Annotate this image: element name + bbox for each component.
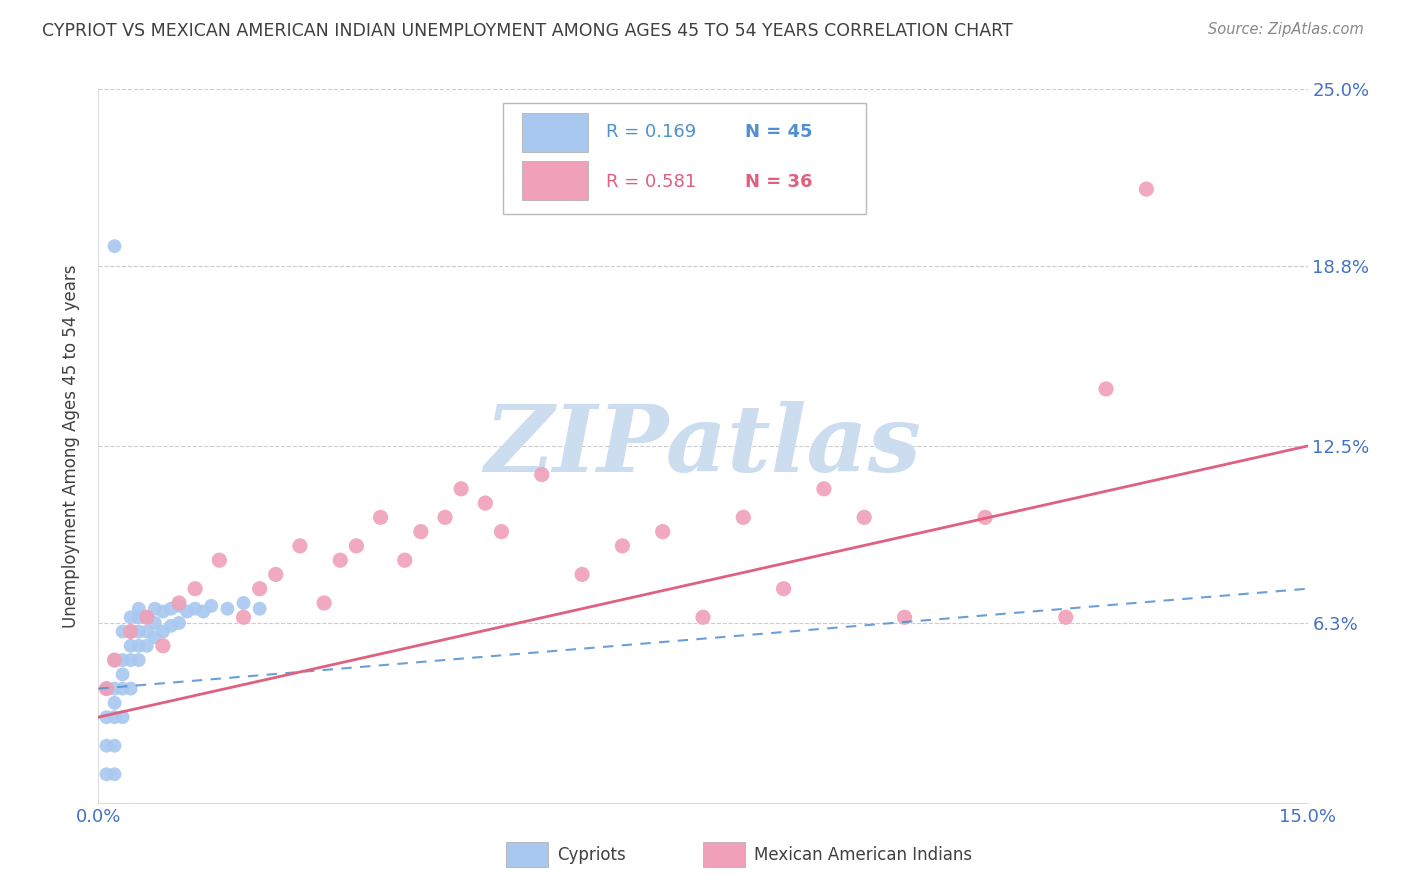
Point — [974, 510, 997, 524]
Text: Mexican American Indians: Mexican American Indians — [754, 846, 972, 863]
FancyBboxPatch shape — [522, 161, 588, 200]
Point — [135, 624, 157, 639]
Point — [120, 610, 142, 624]
Point — [249, 582, 271, 596]
Point — [571, 567, 593, 582]
Point — [434, 510, 457, 524]
Point — [193, 605, 215, 619]
Point — [167, 599, 190, 613]
Point — [329, 553, 352, 567]
Point — [813, 482, 835, 496]
Point — [96, 739, 118, 753]
Point — [120, 624, 142, 639]
Point — [651, 524, 673, 539]
Point — [184, 582, 207, 596]
Point — [96, 710, 118, 724]
Point — [184, 601, 207, 615]
Point — [409, 524, 432, 539]
Text: Cypriots: Cypriots — [557, 846, 626, 863]
Point — [853, 510, 876, 524]
Point — [103, 239, 125, 253]
Point — [103, 653, 125, 667]
Point — [103, 739, 125, 753]
Point — [128, 624, 150, 639]
Point — [491, 524, 513, 539]
Point — [128, 610, 150, 624]
Point — [111, 681, 134, 696]
Point — [288, 539, 311, 553]
Point — [893, 610, 915, 624]
Point — [530, 467, 553, 482]
Point — [143, 615, 166, 630]
Point — [1095, 382, 1118, 396]
Point — [160, 619, 183, 633]
Point — [152, 605, 174, 619]
Point — [217, 601, 239, 615]
Point — [143, 630, 166, 644]
Point — [200, 599, 222, 613]
Text: ZIPatlas: ZIPatlas — [485, 401, 921, 491]
Point — [111, 624, 134, 639]
Point — [370, 510, 392, 524]
Point — [344, 539, 367, 553]
Point — [96, 767, 118, 781]
Point — [111, 653, 134, 667]
Point — [167, 615, 190, 630]
Point — [733, 510, 755, 524]
Point — [232, 596, 254, 610]
Point — [1054, 610, 1077, 624]
Point — [160, 601, 183, 615]
Point — [152, 624, 174, 639]
Point — [152, 639, 174, 653]
FancyBboxPatch shape — [503, 103, 866, 214]
Point — [120, 624, 142, 639]
Point — [232, 610, 254, 624]
Point — [103, 710, 125, 724]
Point — [135, 610, 157, 624]
Point — [120, 639, 142, 653]
Point — [772, 582, 794, 596]
Point — [167, 596, 190, 610]
Point — [314, 596, 336, 610]
Point — [135, 639, 157, 653]
Text: R = 0.581: R = 0.581 — [606, 173, 696, 191]
Point — [264, 567, 287, 582]
Point — [135, 610, 157, 624]
FancyBboxPatch shape — [522, 112, 588, 152]
Point — [103, 653, 125, 667]
Point — [450, 482, 472, 496]
Point — [103, 767, 125, 781]
Point — [249, 601, 271, 615]
Point — [111, 667, 134, 681]
Text: N = 36: N = 36 — [745, 173, 813, 191]
Point — [208, 553, 231, 567]
Point — [612, 539, 634, 553]
Point — [103, 696, 125, 710]
Point — [96, 681, 118, 696]
Point — [96, 681, 118, 696]
Y-axis label: Unemployment Among Ages 45 to 54 years: Unemployment Among Ages 45 to 54 years — [62, 264, 80, 628]
Text: CYPRIOT VS MEXICAN AMERICAN INDIAN UNEMPLOYMENT AMONG AGES 45 TO 54 YEARS CORREL: CYPRIOT VS MEXICAN AMERICAN INDIAN UNEMP… — [42, 22, 1012, 40]
Point — [394, 553, 416, 567]
Point — [474, 496, 496, 510]
Text: Source: ZipAtlas.com: Source: ZipAtlas.com — [1208, 22, 1364, 37]
Text: R = 0.169: R = 0.169 — [606, 123, 696, 141]
Point — [143, 601, 166, 615]
Point — [176, 605, 198, 619]
Point — [1135, 182, 1157, 196]
Point — [103, 681, 125, 696]
Point — [120, 653, 142, 667]
Point — [120, 681, 142, 696]
Point — [128, 639, 150, 653]
Point — [692, 610, 714, 624]
Text: N = 45: N = 45 — [745, 123, 813, 141]
Point — [128, 653, 150, 667]
Point — [128, 601, 150, 615]
Point — [111, 710, 134, 724]
